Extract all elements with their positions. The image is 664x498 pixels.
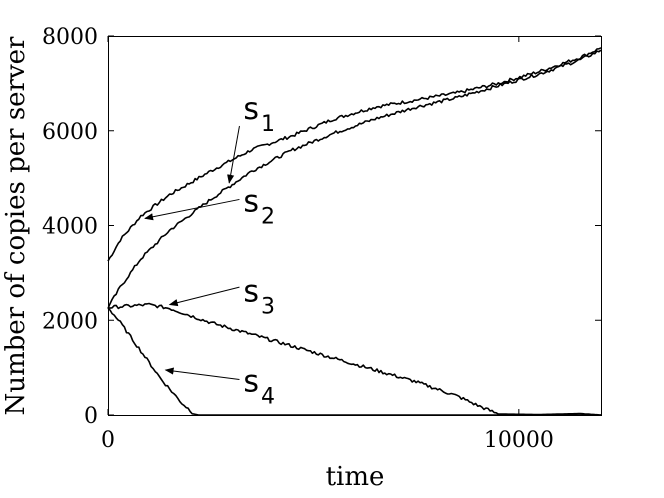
y-tick-label: 2000 bbox=[42, 309, 98, 334]
series-line-s3 bbox=[107, 302, 602, 416]
series-line-s4 bbox=[107, 307, 601, 416]
y-tick-label: 4000 bbox=[42, 215, 98, 240]
y-tick-label: 0 bbox=[84, 404, 98, 429]
annotation-arrow-s1 bbox=[227, 125, 240, 184]
x-tick-label: 10000 bbox=[484, 428, 554, 453]
y-tick-label: 6000 bbox=[42, 120, 98, 145]
axis-ticks bbox=[107, 35, 601, 416]
x-axis-label: time bbox=[326, 462, 385, 492]
annotation-arrow-s3 bbox=[168, 286, 240, 307]
annotations: s1 s2 s3 s4 bbox=[144, 92, 275, 409]
tick-labels: 0 2000 4000 6000 8000 0 10000 bbox=[42, 25, 554, 453]
annotation-label-s3: s3 bbox=[243, 274, 275, 319]
annotation-label-s2: s2 bbox=[243, 184, 275, 229]
series-line-s1 bbox=[107, 47, 602, 262]
annotation-label-s4: s4 bbox=[243, 364, 275, 409]
annotation-label-s1: s1 bbox=[243, 92, 275, 137]
x-tick-label: 0 bbox=[101, 428, 115, 453]
annotation-arrow-s4 bbox=[164, 367, 240, 380]
series-line-s2 bbox=[107, 49, 602, 309]
series-lines bbox=[107, 47, 602, 416]
annotation-arrow-s2 bbox=[144, 198, 240, 221]
y-tick-label: 8000 bbox=[42, 25, 98, 50]
plot-frame bbox=[108, 36, 602, 416]
y-axis-label: Number of copies per server bbox=[1, 36, 31, 416]
